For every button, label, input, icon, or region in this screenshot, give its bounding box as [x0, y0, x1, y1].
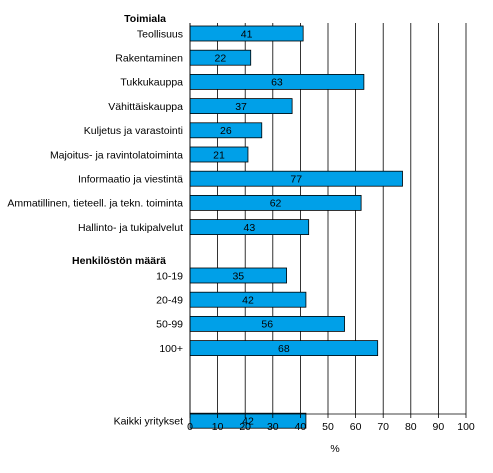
bar-value-label: 21	[213, 149, 225, 161]
bar-value-label: 22	[215, 53, 227, 65]
bar-value-label: 37	[235, 101, 247, 113]
bar-value-label: 41	[241, 28, 253, 40]
category-label: Tukkukauppa	[120, 77, 183, 89]
bar-value-label: 62	[270, 198, 282, 210]
category-label: 50-99	[156, 319, 183, 331]
x-tick-label: 70	[377, 421, 389, 433]
bar-value-label: 42	[242, 295, 254, 307]
bar-value-label: 26	[220, 125, 232, 137]
x-tick-label: 60	[350, 421, 362, 433]
x-tick-label: 0	[187, 421, 193, 433]
category-label: Ammatillinen, tieteell. ja tekn. toimint…	[7, 198, 183, 210]
x-tick-label: 80	[405, 421, 417, 433]
category-label: 10-19	[156, 270, 183, 282]
x-tick-label: 10	[212, 421, 224, 433]
category-label: Majoitus- ja ravintolatoiminta	[50, 149, 183, 161]
bar-value-label: 43	[243, 222, 255, 234]
bar-value-label: 56	[261, 319, 273, 331]
x-axis-label: %	[330, 443, 339, 455]
group-header: Toimiala	[124, 13, 166, 25]
bar-value-label: 63	[271, 77, 283, 89]
x-axis: 0 10 20 30 40 50 60 70 80 90 100	[187, 23, 475, 433]
category-label: Hallinto- ja tukipalvelut	[78, 222, 183, 234]
bar-value-label: 68	[278, 343, 290, 355]
x-tick-label: 100	[457, 421, 475, 433]
category-labels: Toimiala Teollisuus Rakentaminen Tukkukaupp…	[7, 13, 183, 428]
bar-value-label: 77	[290, 174, 302, 186]
bar-value-label: 42	[242, 416, 254, 428]
category-label: 20-49	[156, 295, 183, 307]
bar-value-label: 35	[232, 270, 244, 282]
category-label: Teollisuus	[137, 28, 183, 40]
x-tick-label: 50	[322, 421, 334, 433]
category-label: Rakentaminen	[115, 53, 183, 65]
category-label: Kuljetus ja varastointi	[84, 125, 183, 137]
x-tick-label: 20	[239, 421, 251, 433]
group-header: Henkilöstön määrä	[72, 255, 166, 267]
category-label: 100+	[159, 343, 183, 355]
x-tick-label: 90	[433, 421, 445, 433]
x-tick-label: 40	[295, 421, 307, 433]
category-label: Vähittäiskauppa	[108, 101, 183, 113]
x-tick-label: 30	[267, 421, 279, 433]
category-label: Informaatio ja viestintä	[78, 174, 183, 186]
bar	[189, 412, 307, 429]
category-label: Kaikki yritykset	[114, 416, 184, 428]
